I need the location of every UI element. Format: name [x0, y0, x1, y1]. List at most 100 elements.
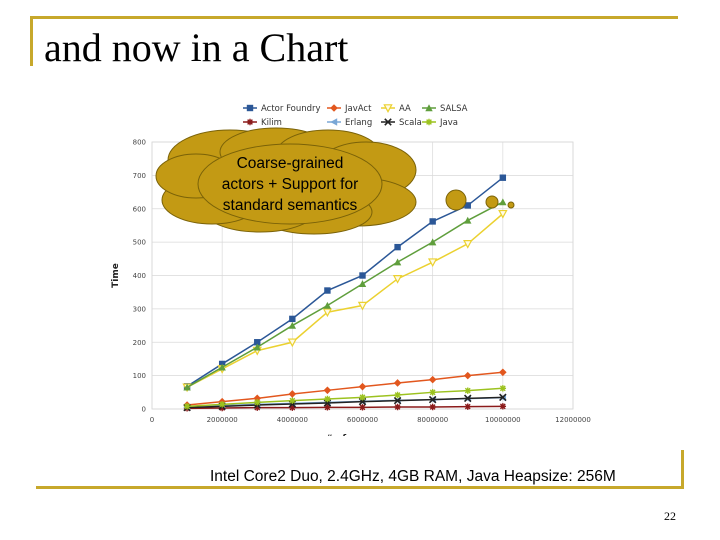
- data-point-javact: [358, 382, 367, 391]
- data-point-aa: [287, 338, 298, 348]
- data-point-kilim: [289, 404, 296, 411]
- data-point-salsa: [323, 301, 332, 309]
- x-tick-label: 6000000: [347, 416, 378, 424]
- data-point-java: [499, 385, 507, 392]
- line-chart: 0 100 200 300 400 500 600 700 800 0 2000000 4000000…: [111, 104, 591, 436]
- slide-title: and now in a Chart: [44, 25, 349, 70]
- data-point-salsa: [428, 238, 437, 246]
- legend-label: Java: [439, 118, 458, 128]
- data-point-salsa: [499, 198, 507, 206]
- data-point-kilim: [464, 403, 471, 410]
- data-point-javact: [428, 375, 437, 384]
- x-tick-label: 2000000: [207, 416, 238, 424]
- callout-text-line: Coarse-grained: [237, 155, 344, 172]
- series-line-scala: [187, 396, 503, 409]
- x-tick-label: 10000000: [485, 416, 521, 424]
- data-point-salsa: [183, 383, 191, 391]
- data-point-salsa: [253, 343, 261, 351]
- data-point-scala: [463, 394, 472, 403]
- y-tick-label: 400: [133, 272, 146, 280]
- data-point-java: [359, 394, 366, 401]
- data-point-java: [464, 387, 471, 394]
- data-point-javact: [499, 368, 507, 377]
- data-point-scala: [499, 393, 507, 402]
- series-line-aa: [186, 213, 504, 388]
- hardware-caption: Intel Core2 Duo, 2.4GHz, 4GB RAM, Java H…: [210, 468, 616, 485]
- callout-cloud: Coarse-grained actors + Support for standa…: [155, 127, 515, 235]
- y-tick-label: 0: [142, 406, 146, 414]
- legend-marker-aa: [383, 104, 393, 113]
- data-point-java: [218, 401, 226, 408]
- legend-label: JavAct: [344, 104, 372, 114]
- data-point-java: [429, 389, 436, 396]
- series-line-salsa: [186, 201, 504, 388]
- data-point-kilim: [359, 404, 366, 411]
- data-point-actor-foundry: [359, 272, 366, 279]
- data-point-aa: [463, 239, 473, 249]
- y-tick-label: 800: [133, 139, 146, 147]
- data-point-actor-foundry: [289, 315, 296, 323]
- y-tick-label: 700: [133, 172, 146, 180]
- data-point-kilim: [499, 403, 507, 410]
- series-salsa: [183, 198, 507, 391]
- data-point-kilim: [394, 403, 401, 411]
- data-point-javact: [463, 371, 472, 380]
- y-tick-label: 200: [133, 339, 146, 347]
- legend-label: Erlang: [345, 118, 372, 128]
- y-tick-label: 100: [133, 372, 146, 380]
- page-number: 22: [664, 509, 676, 523]
- data-point-salsa: [288, 321, 297, 329]
- y-tick-label: 600: [133, 205, 146, 213]
- footer-right-rule: [681, 450, 684, 488]
- chart-legend: Actor Foundry JavAct AA SALSA Kilim Erlang Sca…: [243, 104, 468, 128]
- title-left-rule: [30, 16, 33, 66]
- data-point-java: [183, 403, 191, 410]
- legend-marker-scala: [384, 118, 392, 126]
- legend-label: Scala: [399, 118, 422, 128]
- data-point-java: [394, 391, 401, 399]
- data-point-scala: [393, 396, 402, 405]
- legend-marker-javact: [330, 104, 338, 112]
- legend-label: AA: [399, 104, 411, 114]
- x-tick-label: 4000000: [277, 416, 308, 424]
- data-point-aa: [392, 275, 403, 284]
- data-point-kilim: [324, 404, 331, 411]
- legend-marker-actor-foundry: [246, 104, 254, 112]
- x-axis-title: # of messages: [325, 434, 399, 436]
- x-tick-label: 12000000: [555, 416, 591, 424]
- legend-label: Actor Foundry: [261, 104, 321, 114]
- data-point-kilim: [218, 404, 226, 412]
- legend-label: Kilim: [261, 118, 282, 128]
- data-point-actor-foundry: [429, 218, 436, 225]
- x-tick-label: 0: [150, 416, 154, 424]
- data-point-kilim: [254, 404, 261, 411]
- series-java: [183, 385, 507, 410]
- data-point-aa: [498, 209, 508, 219]
- data-point-kilim: [429, 403, 436, 411]
- data-point-java: [289, 397, 296, 404]
- thought-bubble-large: [445, 189, 467, 211]
- y-tick-label: 300: [133, 305, 146, 313]
- data-point-aa: [427, 258, 438, 268]
- series-kilim: [183, 403, 507, 412]
- data-point-salsa: [218, 363, 226, 371]
- legend-marker-salsa: [425, 104, 433, 112]
- y-axis-title: Time: [111, 263, 121, 288]
- data-point-salsa: [393, 258, 402, 266]
- data-point-java: [254, 399, 261, 406]
- legend-marker-java: [425, 118, 433, 126]
- callout-text-line: actors + Support for: [222, 176, 359, 193]
- data-point-salsa: [358, 280, 367, 288]
- data-point-salsa: [464, 216, 472, 224]
- thought-bubble-medium: [485, 195, 499, 209]
- series-line-kilim: [187, 405, 503, 410]
- data-point-actor-foundry: [394, 243, 401, 251]
- data-point-javact: [323, 386, 332, 395]
- footer-rule: [36, 486, 684, 489]
- series-line-actor-foundry: [186, 177, 504, 387]
- thought-bubble-small: [507, 201, 515, 209]
- data-point-aa: [322, 308, 333, 318]
- legend-marker-kilim: [246, 118, 254, 126]
- series-line-java: [187, 387, 503, 408]
- data-point-actor-foundry: [464, 202, 471, 209]
